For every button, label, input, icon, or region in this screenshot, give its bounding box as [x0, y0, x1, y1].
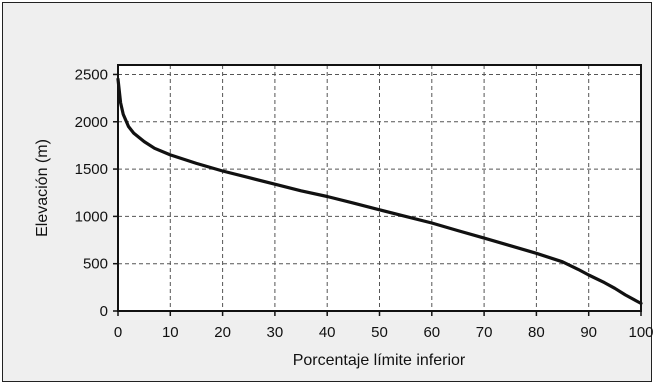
x-axis: 0 10 20 30 40 50 60 70 80 90 100 — [114, 311, 653, 341]
y-tick-label: 2000 — [75, 114, 108, 131]
y-tick-label: 2500 — [75, 66, 108, 83]
x-tick-label: 40 — [319, 324, 336, 341]
x-tick-label: 30 — [267, 324, 284, 341]
x-axis-title: Porcentaje límite inferior — [293, 352, 466, 369]
y-tick-label: 1500 — [75, 161, 108, 178]
x-tick-label: 100 — [628, 324, 653, 341]
y-axis: 0 500 1000 1500 2000 2500 — [75, 66, 118, 320]
y-axis-title: Elevación (m) — [34, 139, 51, 237]
elevation-chart: 0 500 1000 1500 2000 2500 0 10 20 30 40 50 60 70 80 90… — [34, 64, 653, 369]
x-tick-label: 0 — [114, 324, 122, 341]
grid — [118, 65, 641, 311]
x-tick-label: 90 — [580, 324, 597, 341]
x-tick-label: 20 — [214, 324, 231, 341]
x-tick-label: 10 — [162, 324, 179, 341]
x-tick-label: 50 — [371, 324, 388, 341]
x-tick-label: 60 — [423, 324, 440, 341]
x-tick-label: 70 — [476, 324, 493, 341]
chart-frame: 0 500 1000 1500 2000 2500 0 10 20 30 40 50 60 70 80 90… — [2, 2, 653, 382]
y-tick-label: 0 — [100, 303, 108, 320]
y-tick-label: 500 — [83, 256, 108, 273]
series-group — [116, 77, 643, 305]
x-tick-label: 80 — [528, 324, 545, 341]
series-line-0 — [116, 77, 643, 305]
y-tick-label: 1000 — [75, 208, 108, 225]
